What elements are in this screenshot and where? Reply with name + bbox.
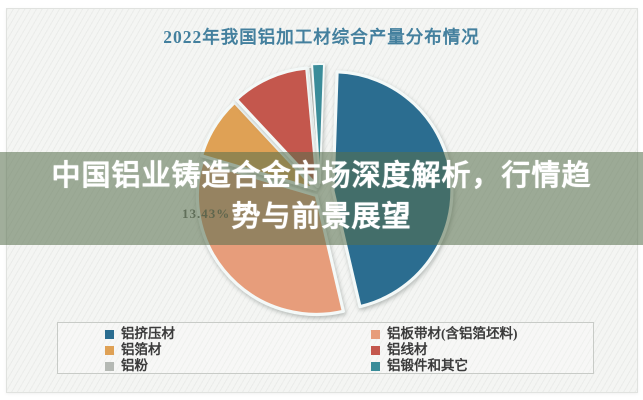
legend-label: 铝箔材: [121, 342, 162, 357]
legend-item: 铝线材: [371, 342, 593, 358]
legend-item: 铝锻件和其它: [371, 358, 593, 374]
legend-swatch-icon: [105, 329, 114, 339]
legend-item: 铝挤压材: [58, 326, 371, 342]
legend-grid: 铝挤压材 铝板带材(含铝箔坯料) 铝箔材 铝线材铝粉 铝锻件和其它: [58, 323, 593, 374]
headline-line-1: 中国铝业铸造合金市场深度解析，行情趋: [51, 160, 592, 192]
headline-line-2: 势与前景展望: [231, 201, 412, 233]
legend-swatch-icon: [105, 345, 114, 355]
legend-label: 铝板带材(含铝箔坯料): [387, 326, 518, 341]
legend-box: 铝挤压材 铝板带材(含铝箔坯料) 铝箔材 铝线材铝粉 铝锻件和其它: [57, 322, 594, 374]
pie-slice-6: [311, 63, 326, 184]
legend-label: 铝粉: [121, 358, 148, 373]
legend-swatch-icon: [371, 329, 380, 339]
legend-label: 铝挤压材: [121, 326, 175, 341]
legend-item: 铝粉: [58, 358, 371, 374]
headline-overlay-band: [0, 152, 643, 245]
legend-item: 铝箔材: [58, 342, 371, 358]
legend-swatch-icon: [105, 361, 114, 371]
legend-item: 铝板带材(含铝箔坯料): [371, 326, 593, 342]
chart-title: 2022年我国铝加工材综合产量分布情况: [163, 27, 480, 47]
legend-swatch-icon: [371, 345, 380, 355]
headline-text: 中国铝业铸造合金市场深度解析，行情趋 势与前景展望: [0, 156, 643, 238]
legend-label: 铝锻件和其它: [387, 358, 468, 373]
legend-swatch-icon: [371, 361, 380, 371]
legend-label: 铝线材: [387, 342, 428, 357]
